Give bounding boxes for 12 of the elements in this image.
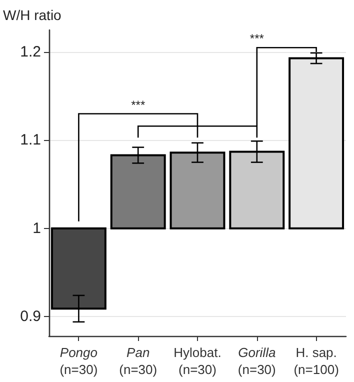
y-tick-label: 1.2 bbox=[20, 44, 41, 61]
y-tick-label: 0.9 bbox=[20, 308, 41, 326]
y-axis-title: W/H ratio bbox=[3, 7, 62, 23]
annotation: *** bbox=[131, 98, 146, 112]
x-tick-label: Pongo (n=30) bbox=[60, 345, 98, 377]
x-tick-label: Hylobat. (n=30) bbox=[174, 345, 222, 377]
x-tick-label: Gorilla (n=30) bbox=[238, 345, 276, 377]
y-tick-label: 1 bbox=[32, 220, 41, 237]
x-tick-label: H. sap. (n=100) bbox=[294, 345, 339, 377]
x-tick-label: Pan (n=30) bbox=[119, 345, 158, 377]
y-tick-label: 1.1 bbox=[20, 132, 41, 149]
annotation: *** bbox=[250, 32, 264, 46]
